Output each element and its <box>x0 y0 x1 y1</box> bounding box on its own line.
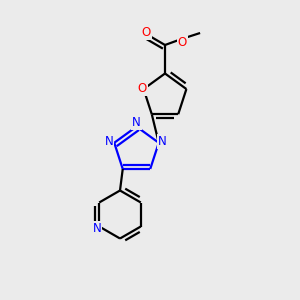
Text: O: O <box>142 26 151 40</box>
Text: O: O <box>137 82 147 95</box>
Text: N: N <box>132 116 141 129</box>
Text: O: O <box>178 36 187 49</box>
Text: N: N <box>158 135 167 148</box>
Text: N: N <box>92 221 101 235</box>
Text: N: N <box>104 135 113 148</box>
